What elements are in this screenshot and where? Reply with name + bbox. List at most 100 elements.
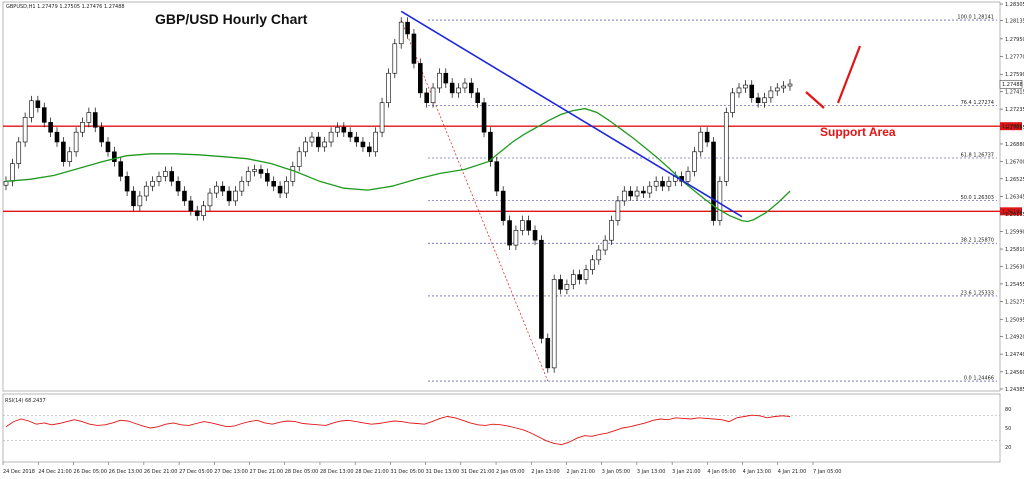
- x-tick-label: 27 Dec 21:00: [250, 469, 284, 475]
- candle-body: [112, 151, 117, 162]
- candle-body: [570, 274, 576, 285]
- candle-body: [762, 97, 767, 104]
- x-tick-label: 3 Jan 21:00: [672, 469, 700, 475]
- x-tick-label: 28 Dec 21:00: [355, 469, 389, 475]
- candle-body: [214, 185, 219, 194]
- candle-body: [322, 141, 327, 148]
- candle-body: [666, 180, 672, 187]
- y-tick-label: 1.27055: [1005, 125, 1024, 131]
- candle-body: [628, 190, 633, 197]
- y-tick-label: 1.25810: [1005, 247, 1024, 253]
- x-tick-label: 28 Dec 13:00: [320, 469, 354, 475]
- candle-body: [252, 169, 257, 172]
- candle-body: [296, 151, 302, 167]
- x-tick-label: 7 Jan 05:00: [813, 469, 841, 475]
- candle-body: [22, 117, 28, 143]
- y-tick-label: 1.25630: [1005, 265, 1024, 271]
- y-tick-label: 1.25990: [1005, 229, 1024, 235]
- candle-body: [781, 85, 786, 89]
- candle-body: [233, 190, 238, 202]
- fib-level-label: 50.0 1.26303: [961, 195, 994, 201]
- candle-body: [67, 151, 73, 162]
- candle-body: [590, 259, 595, 270]
- candle-body: [736, 87, 742, 94]
- y-tick-label: 1.25095: [1005, 317, 1024, 323]
- candle-body: [277, 185, 283, 194]
- y-tick-label: 1.28135: [1005, 19, 1024, 25]
- x-tick-label: 26 Dec 13:00: [109, 469, 143, 475]
- candle-body: [169, 171, 175, 182]
- candle-body: [335, 126, 340, 133]
- fib-level-label: 76.4 1.27274: [961, 100, 994, 106]
- y-tick-label: 1.27590: [1005, 72, 1024, 78]
- candle-body: [373, 131, 378, 153]
- y-tick-label: 1.26525: [1005, 177, 1024, 183]
- time-axis: 24 Dec 2018 24 Dec 21:00 26 Dec 05:00 26 De…: [2, 462, 841, 475]
- x-tick-label: 24 Dec 2018: [3, 469, 35, 475]
- candle-body: [328, 131, 334, 143]
- y-tick-label: 1.24740: [1005, 352, 1024, 358]
- trend-line: [400, 10, 743, 218]
- candle-body: [10, 163, 15, 182]
- candle-body: [48, 122, 53, 133]
- candle-body: [226, 190, 232, 202]
- y-tick-label: 1.27415: [1005, 89, 1024, 95]
- candle-body: [290, 166, 296, 182]
- candle-body: [245, 171, 251, 182]
- candle-body: [768, 90, 774, 99]
- x-tick-label: 31 Dec 21:00: [461, 469, 495, 475]
- candle-body: [347, 131, 353, 138]
- x-tick-label: 3 Jan 05:00: [602, 469, 630, 475]
- candle-body: [175, 180, 181, 192]
- fib-level-label: 61.8 1.26737: [961, 153, 994, 159]
- candle-body: [615, 200, 621, 221]
- y-tick-label: 1.26165: [1005, 212, 1024, 218]
- support-price-tag: [1000, 122, 1022, 131]
- candle-body: [118, 161, 124, 177]
- candle-body: [194, 210, 200, 216]
- candle-body: [526, 220, 531, 231]
- candle-body: [717, 180, 723, 221]
- candle-body: [437, 72, 442, 89]
- candle-body: [475, 92, 480, 104]
- y-tick-label: 1.25275: [1005, 300, 1024, 306]
- candle-body: [188, 200, 194, 212]
- y-tick-label: 1.24385: [1005, 387, 1024, 393]
- candle-body: [723, 112, 729, 182]
- price-tag-box: [999, 79, 1023, 89]
- support-price-label: 1.27061: [1002, 124, 1023, 130]
- candle-body: [303, 141, 308, 153]
- candle-body: [564, 284, 570, 290]
- chart-title: GBP/USD Hourly Chart: [155, 11, 308, 27]
- candle-body: [577, 274, 582, 280]
- candle-body: [29, 100, 34, 118]
- candle-body: [755, 97, 761, 104]
- candle-body: [424, 92, 429, 104]
- candle-body: [137, 195, 143, 207]
- fib-level-label: 0.0 1.24466: [964, 376, 994, 382]
- x-tick-label: 26 Dec 21:00: [144, 469, 178, 475]
- candle-body: [494, 161, 500, 192]
- support-area-label: Support Area: [820, 125, 896, 139]
- candle-body: [660, 180, 665, 187]
- candle-body: [80, 122, 85, 133]
- candle-body: [35, 100, 41, 108]
- y-tick-label: 1.24560: [1005, 370, 1024, 376]
- fib-level-label: 100.0 1.28141: [957, 15, 994, 21]
- candle-body: [150, 180, 155, 187]
- candle-body: [271, 180, 277, 187]
- x-tick-label: 31 Dec 05:00: [390, 469, 424, 475]
- candle-body: [367, 146, 372, 153]
- candle-body: [532, 230, 538, 241]
- candle-body: [41, 107, 47, 123]
- x-tick-label: 24 Dec 21:00: [38, 469, 72, 475]
- current-price-tag: 1.27488: [999, 79, 1023, 89]
- candle-body: [551, 279, 557, 369]
- x-tick-label: 31 Dec 13:00: [426, 469, 460, 475]
- candle-body: [54, 131, 60, 143]
- y-tick-label: 1.27770: [1005, 55, 1024, 61]
- candle-body: [105, 141, 111, 153]
- candle-body: [513, 230, 519, 246]
- x-tick-label: 4 Jan 05:00: [707, 469, 735, 475]
